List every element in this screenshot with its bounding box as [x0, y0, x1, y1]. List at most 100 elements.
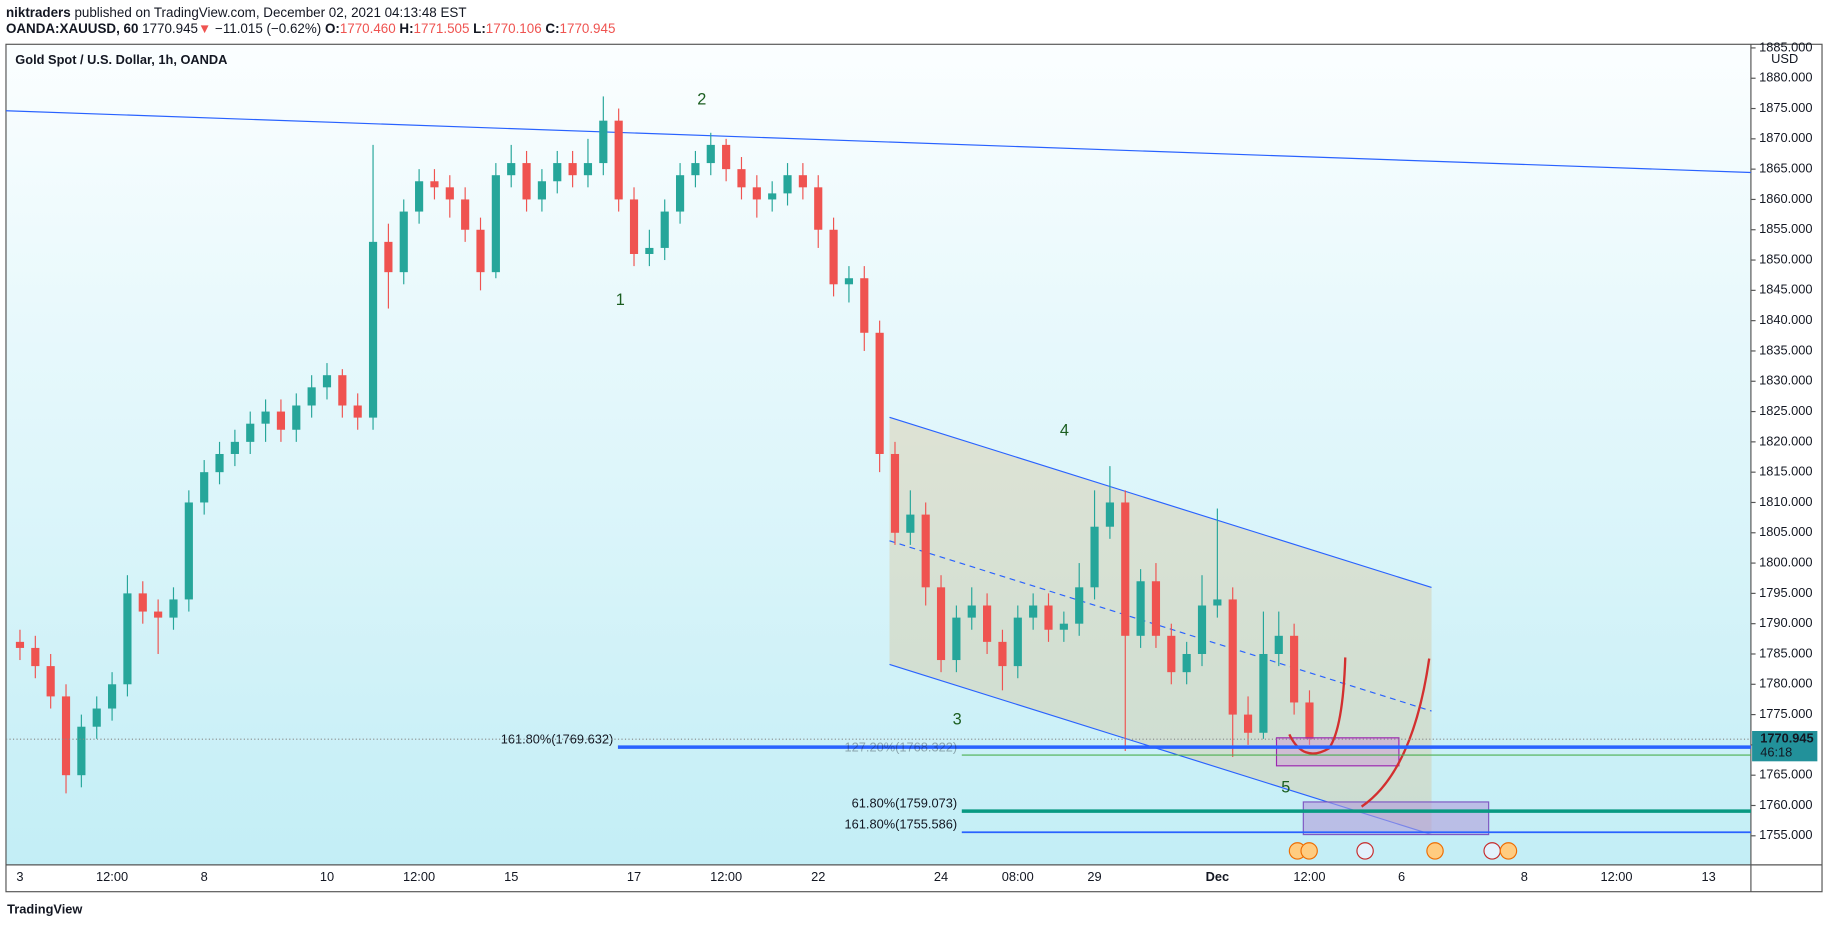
candle-body	[138, 593, 147, 612]
candle-body	[522, 163, 531, 200]
wave-label: 3	[953, 711, 962, 729]
c-label: C:	[545, 21, 559, 36]
drawings	[5, 110, 1751, 836]
candle-body	[768, 193, 777, 200]
candle-body	[983, 605, 992, 642]
candle-body	[844, 278, 854, 285]
candle-body	[629, 199, 639, 254]
l-value: 1770.106	[486, 21, 542, 36]
candle-body	[1151, 581, 1161, 636]
candle-body	[399, 211, 408, 273]
candle-body	[1167, 635, 1176, 673]
candle-body	[1090, 526, 1099, 588]
candle-body	[46, 666, 55, 697]
target-box	[1302, 801, 1490, 836]
y-tick-label: 1855.000	[1759, 221, 1812, 236]
candle-body	[998, 641, 1007, 667]
fib-label: 61.80%(1759.073)	[852, 796, 957, 811]
candle-body	[1059, 623, 1068, 630]
candle-body	[77, 726, 86, 776]
candle-body	[1259, 653, 1268, 733]
y-tick-label: 1835.000	[1759, 342, 1812, 357]
y-tick-label: 1865.000	[1759, 161, 1812, 176]
o-value: 1770.460	[340, 21, 396, 36]
header-line: niktraders published on TradingView.com,…	[6, 4, 467, 19]
candle-body	[184, 502, 193, 600]
y-tick-label: 1845.000	[1759, 282, 1812, 297]
wave-label: 2	[697, 91, 706, 109]
candle-body	[1182, 653, 1191, 673]
candle-body	[15, 641, 25, 648]
currency: USD	[1771, 51, 1798, 66]
candle-body	[1136, 581, 1145, 636]
candle-body	[752, 187, 761, 200]
y-tick-label: 1825.000	[1759, 403, 1812, 418]
candle-body	[430, 181, 439, 188]
candle-body	[368, 241, 378, 418]
y-tick-label: 1860.000	[1759, 191, 1812, 206]
candle-body	[1121, 502, 1130, 636]
projection-curve	[1360, 658, 1431, 808]
candle-body	[890, 453, 900, 533]
last-price-box	[1752, 731, 1818, 762]
publisher: niktraders	[6, 4, 71, 19]
candle-body	[737, 169, 746, 188]
y-tick-label: 1775.000	[1759, 706, 1812, 721]
candle-body	[169, 599, 178, 618]
y-tick-label: 1850.000	[1759, 251, 1812, 266]
x-tick-label: 8	[201, 869, 208, 884]
candle-body	[1075, 587, 1084, 624]
h-label: H:	[399, 21, 413, 36]
x-tick-label: 12:00	[96, 869, 128, 884]
y-tick-label: 1765.000	[1759, 767, 1812, 782]
candle-body	[967, 605, 976, 618]
candle-body	[1213, 599, 1222, 606]
candle-body	[875, 332, 884, 454]
candle-body	[415, 181, 424, 212]
symbol-line: OANDA:XAUUSD, 60 1770.945▼ −11.015 (−0.6…	[6, 21, 615, 36]
candle-body	[338, 375, 347, 406]
event-icon	[1356, 842, 1374, 860]
y-tick-label: 1870.000	[1759, 130, 1812, 145]
candle-body	[553, 163, 562, 182]
candle-body	[292, 405, 301, 430]
wave-label: 5	[1281, 778, 1290, 796]
candle-body	[461, 199, 470, 230]
candle-body	[722, 144, 731, 170]
candle-body	[61, 696, 71, 776]
x-tick-label: 24	[934, 869, 948, 884]
candle-body	[798, 175, 807, 188]
candles	[15, 96, 1314, 794]
y-tick-label: 1785.000	[1759, 645, 1812, 660]
candle-body	[599, 120, 608, 164]
candle-body	[1105, 502, 1114, 527]
candle-body	[92, 708, 101, 727]
candle-body	[583, 163, 593, 176]
candle-body	[491, 175, 500, 273]
candle-body	[215, 453, 224, 473]
y-tick-label: 1830.000	[1759, 373, 1812, 388]
fib-label: 161.80%(1755.586)	[845, 817, 958, 832]
candle-body	[200, 472, 209, 503]
candle-body	[1197, 605, 1207, 654]
y-tick-label: 1795.000	[1759, 585, 1812, 600]
symbol: OANDA:XAUUSD, 60	[6, 21, 138, 36]
candle-body	[706, 144, 715, 164]
candle-body	[445, 187, 454, 200]
candle-body	[1243, 714, 1253, 733]
candle-body	[660, 211, 669, 248]
candle-body	[675, 175, 685, 212]
x-tick-label: Dec	[1206, 869, 1230, 884]
event-icon	[1499, 842, 1518, 860]
candle-body	[860, 278, 869, 333]
c-value: 1770.945	[560, 21, 616, 36]
candle-body	[276, 411, 286, 430]
trend-line	[5, 110, 1751, 174]
x-tick-label: 08:00	[1002, 869, 1034, 884]
candle-body	[906, 514, 915, 533]
candle-body	[537, 181, 546, 200]
y-tick-label: 1755.000	[1759, 827, 1812, 842]
x-tick-label: 17	[627, 869, 641, 884]
overlay: 1 2 3 4 5 161.80%(1769.632) 127.20%(1768.…	[501, 91, 1751, 860]
y-tick-label: 1875.000	[1759, 100, 1812, 115]
